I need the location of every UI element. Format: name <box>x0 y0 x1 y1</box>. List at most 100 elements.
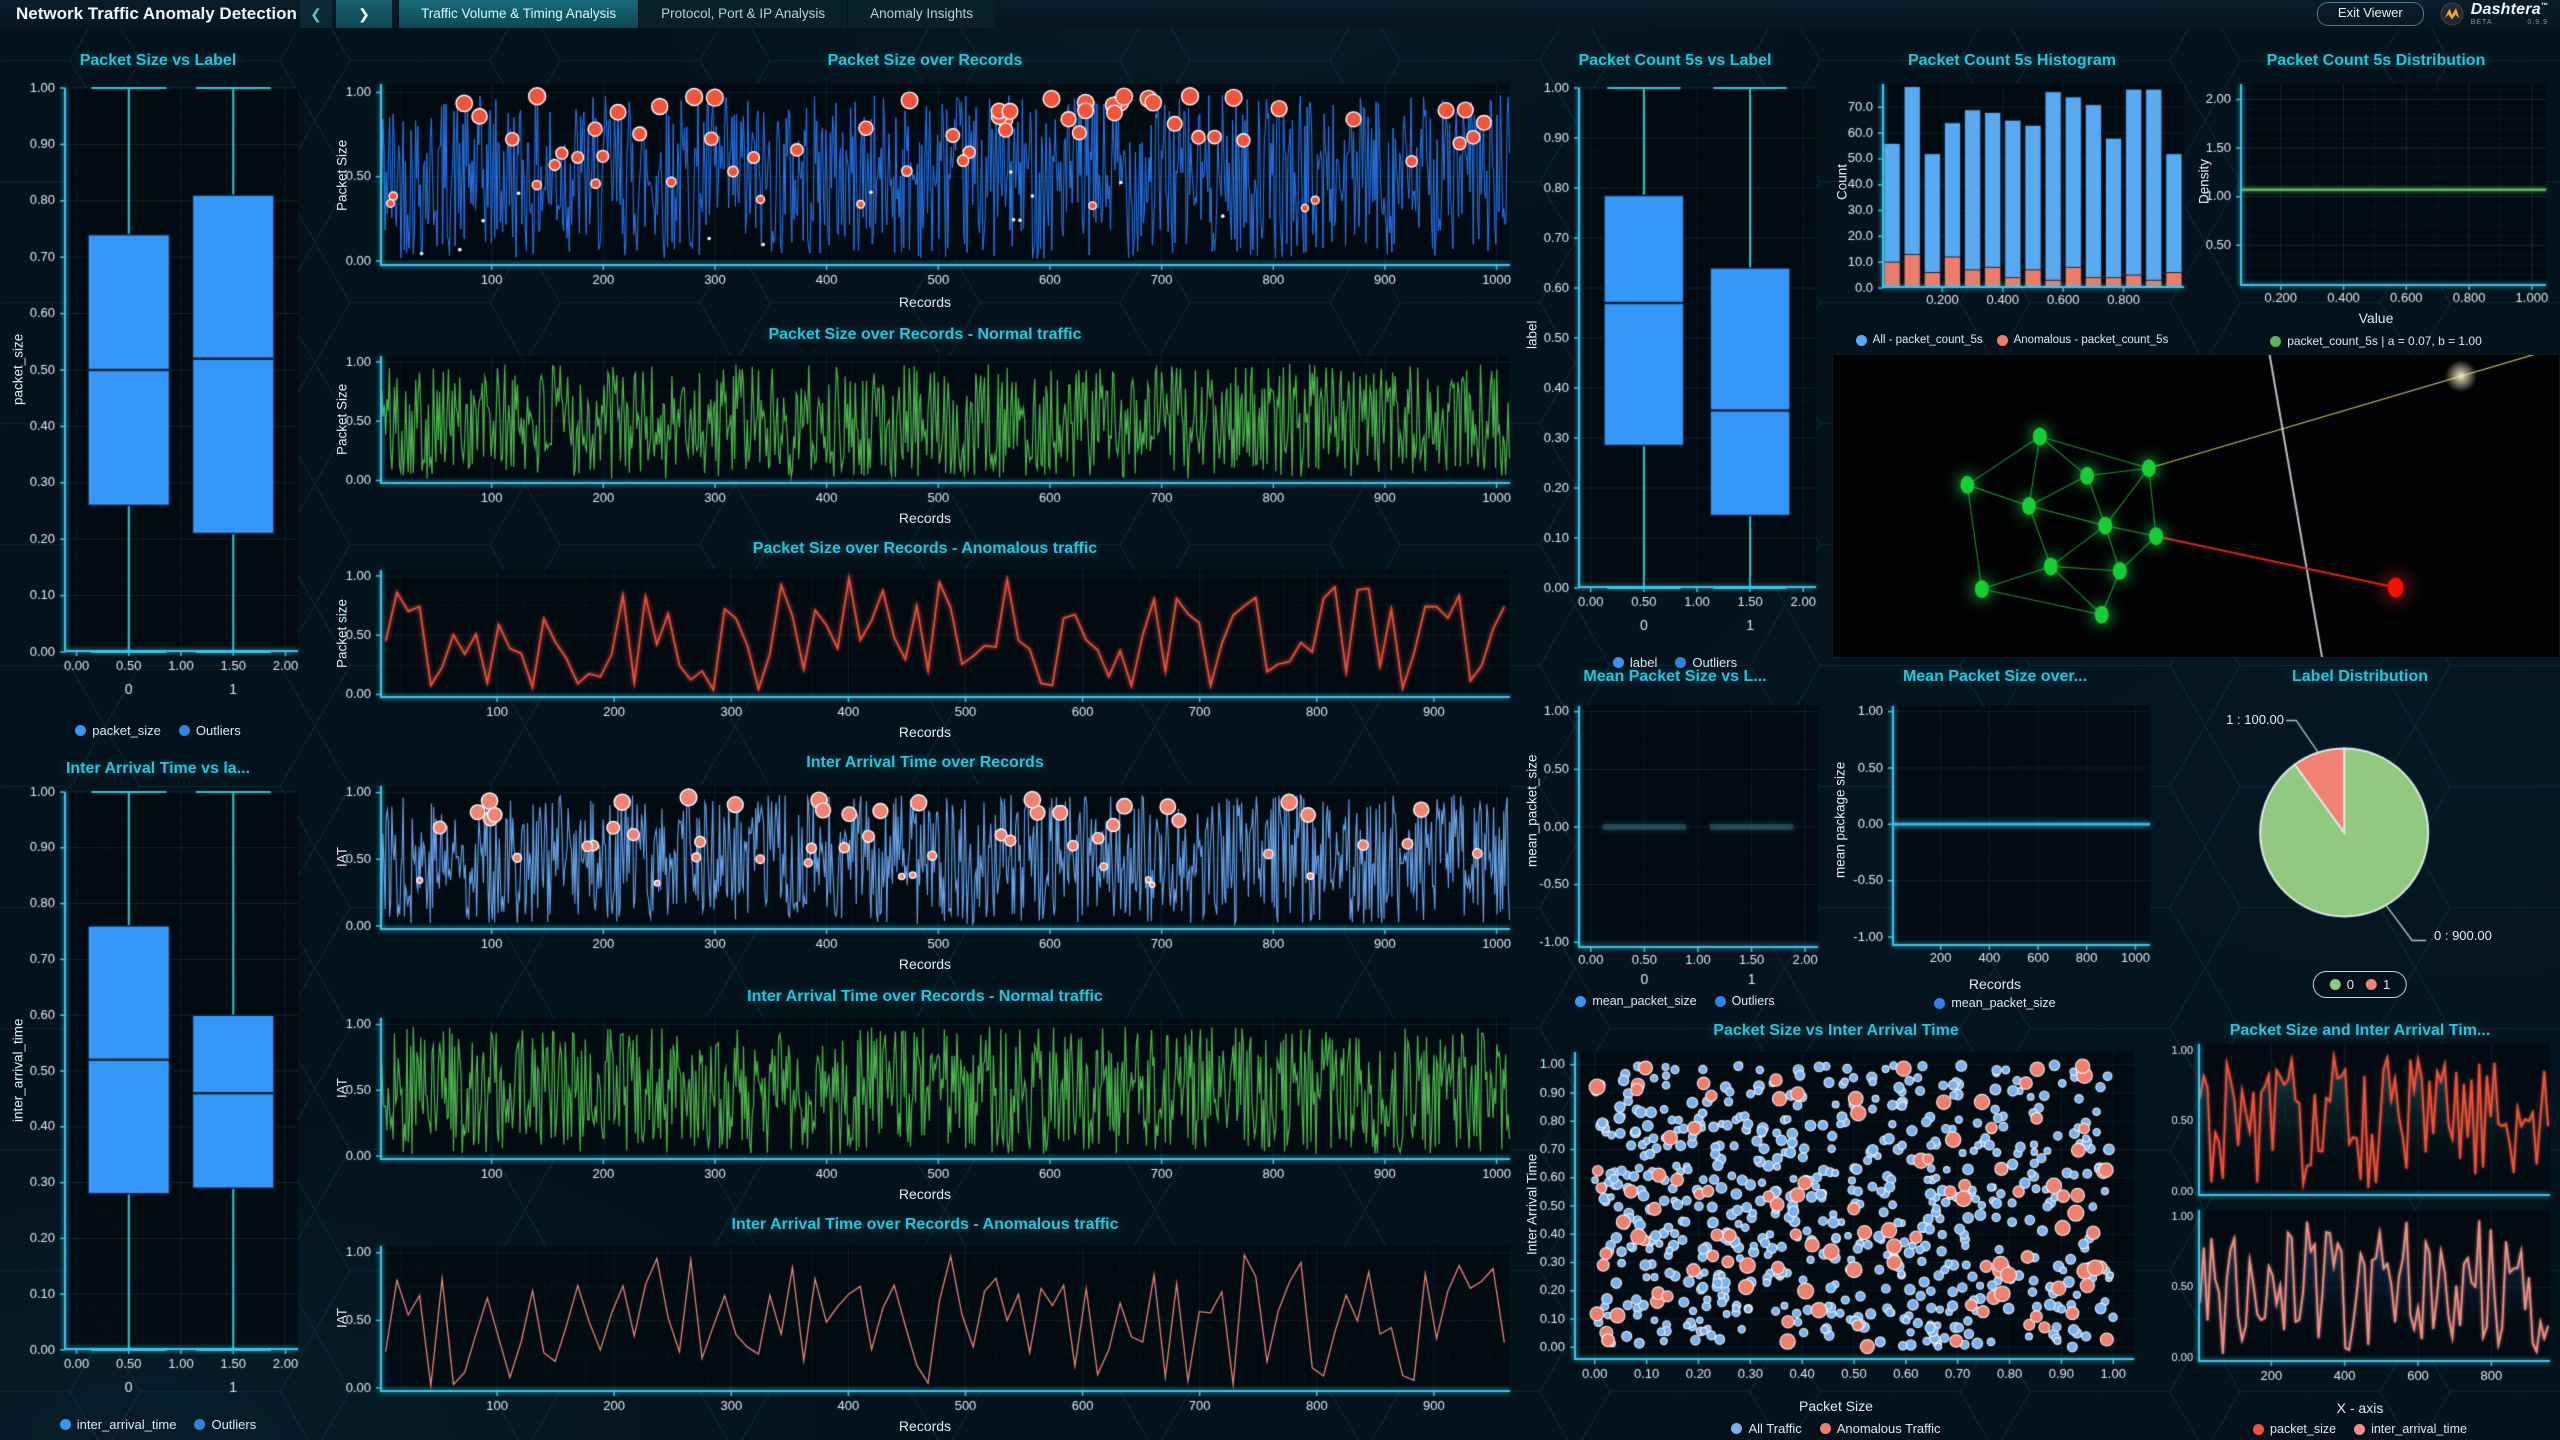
legend-label: Anomalous - packet_count_5s <box>2013 334 2169 346</box>
packet-size-vs-label-boxplot <box>8 44 308 744</box>
panel-packet-count-5s-histogram: Packet Count 5s Histogram Count All - pa… <box>1832 44 2192 350</box>
panel-packet-count-5s-distribution: Packet Count 5s Distribution Density Val… <box>2194 44 2558 350</box>
legend-item[interactable]: Anomalous - packet_count_5s <box>1996 334 2169 346</box>
brand: Dashtera™ BETA 0.9.9 <box>2424 0 2560 28</box>
legend: All Traffic Anomalous Traffic <box>1522 1421 2150 1436</box>
panel-inter-arrival-time-vs-label: Inter Arrival Time vs la... inter_arriva… <box>8 752 308 1438</box>
iat-over-records-line <box>332 746 1518 978</box>
pie-annotation-label-1: 1 : 100.00 <box>2226 712 2284 727</box>
legend-item[interactable]: mean_packet_size <box>1575 994 1697 1008</box>
x-axis-label: Records <box>898 1418 952 1434</box>
nav-prev-button[interactable]: ❮ <box>300 0 332 28</box>
legend-dot-icon <box>2354 1423 2366 1435</box>
legend-item[interactable]: All - packet_count_5s <box>1855 334 1983 346</box>
packet-size-normal-traffic-line <box>332 318 1518 530</box>
legend-item[interactable]: 1 <box>2366 977 2390 992</box>
pie-annotation-label-0: 0 : 900.00 <box>2434 928 2492 943</box>
legend-label: packet_size <box>92 723 161 738</box>
brand-version: BETA 0.9.9 <box>2470 18 2548 26</box>
legend-item[interactable]: packet_size <box>2253 1422 2336 1436</box>
panel-packet-size-vs-iat-scatter: Packet Size vs Inter Arrival Time Inter … <box>1522 1014 2150 1438</box>
legend: packet_size inter_arrival_time <box>2162 1422 2558 1436</box>
legend-dot-icon <box>1731 1423 1743 1434</box>
legend-label: 0 <box>2346 977 2354 992</box>
legend-item[interactable]: 0 <box>2329 977 2354 992</box>
chevron-left-icon: ❮ <box>310 5 322 22</box>
legend-item[interactable]: Outliers <box>1714 994 1775 1008</box>
x-axis-label: Records <box>898 510 952 526</box>
mean-packet-size-line <box>1830 660 2160 1012</box>
legend-label: Outliers <box>211 1417 257 1432</box>
legend-item[interactable]: packet_size <box>75 723 161 738</box>
packet-count-5s-density <box>2194 44 2558 350</box>
packet-count-5s-histogram <box>1832 44 2192 350</box>
legend: All - packet_count_5s Anomalous - packet_… <box>1832 334 2192 346</box>
legend-label: 1 <box>2383 977 2391 992</box>
tab-anomaly-insights[interactable]: Anomaly Insights <box>847 0 995 28</box>
legend-dot-icon <box>2253 1423 2265 1435</box>
legend: mean_packet_size Outliers <box>1522 994 1828 1008</box>
legend-label: Anomalous Traffic <box>1836 1421 1941 1436</box>
packet-size-and-iat-dual-chart <box>2162 1014 2558 1438</box>
x-axis-label: Records <box>898 956 952 972</box>
legend-dot-icon <box>2366 979 2377 990</box>
legend-item[interactable]: inter_arrival_time <box>2354 1422 2467 1436</box>
legend-item[interactable]: packet_count_5s | a = 0.07, b = 1.00 <box>2270 334 2482 348</box>
tab-bar: Traffic Volume & Timing Analysis Protocol… <box>398 0 995 28</box>
legend-label: packet_size <box>2270 1422 2337 1436</box>
exit-viewer-button[interactable]: Exit Viewer <box>2316 2 2424 26</box>
tab-protocol-port-ip-analysis[interactable]: Protocol, Port & IP Analysis <box>638 0 848 28</box>
legend-item[interactable]: All Traffic <box>1731 1421 1802 1436</box>
panel-mean-packet-size-vs-label: Mean Packet Size vs L... mean_packet_siz… <box>1522 660 1828 1012</box>
app-title: Network Traffic Anomaly Detection <box>16 4 297 23</box>
legend: packet_size Outliers <box>8 723 308 738</box>
panel-iat-normal-traffic: Inter Arrival Time over Records - Normal… <box>332 980 1518 1206</box>
packet-size-over-records-line <box>332 44 1518 316</box>
panel-packet-count-5s-vs-label: Packet Count 5s vs Label label labelOutl… <box>1522 44 1828 676</box>
legend-dot-icon <box>194 1419 206 1430</box>
legend-label: All Traffic <box>1748 1421 1802 1436</box>
iat-anomalous-traffic-line <box>332 1208 1518 1438</box>
x-axis-label: Records <box>898 724 952 740</box>
iat-normal-traffic-line <box>332 980 1518 1206</box>
dashtera-logo-icon <box>2440 2 2464 26</box>
legend-item[interactable]: Anomalous Traffic <box>1819 1421 1941 1436</box>
panel-label-distribution: Label Distribution 1 : 100.00 0 : 900.00… <box>2162 660 2558 1012</box>
panel-network-graph <box>1832 354 2560 658</box>
legend-label: inter_arrival_time <box>76 1417 177 1432</box>
nav-next-button[interactable]: ❯ <box>336 0 392 28</box>
legend-label: All - packet_count_5s <box>1872 334 1983 346</box>
network-graph <box>1833 355 2559 657</box>
panel-iat-anomalous-traffic: Inter Arrival Time over Records - Anomal… <box>332 1208 1518 1438</box>
legend-label: packet_count_5s | a = 0.07, b = 1.00 <box>2287 334 2482 348</box>
inter-arrival-time-vs-label-boxplot <box>8 752 308 1438</box>
panel-packet-size-anomalous-traffic: Packet Size over Records - Anomalous tra… <box>332 532 1518 744</box>
tab-traffic-volume-timing-analysis[interactable]: Traffic Volume & Timing Analysis <box>398 0 639 28</box>
legend-dot-icon <box>1855 334 1867 346</box>
legend-dot-icon <box>1714 995 1726 1007</box>
legend: packet_count_5s | a = 0.07, b = 1.00 <box>2194 334 2558 348</box>
legend-dot-icon <box>178 725 190 736</box>
panel-packet-size-normal-traffic: Packet Size over Records - Normal traffi… <box>332 318 1518 530</box>
legend-dot-icon <box>75 725 87 736</box>
x-axis-label: Packet Size <box>1799 1398 1873 1414</box>
legend-label: inter_arrival_time <box>2371 1422 2467 1436</box>
brand-name: Dashtera™ <box>2470 0 2548 18</box>
legend-label: mean_packet_size <box>1951 996 2056 1010</box>
panel-packet-size-and-iat: Packet Size and Inter Arrival Tim... X -… <box>2162 1014 2558 1438</box>
packet-size-vs-iat-scatter <box>1522 1014 2150 1438</box>
panel-packet-size-vs-label: Packet Size vs Label packet_size packet_… <box>8 44 308 744</box>
legend-dot-icon <box>1934 997 1946 1009</box>
packet-size-anomalous-traffic-line <box>332 532 1518 744</box>
legend-item[interactable]: Outliers <box>178 723 241 738</box>
top-bar: Network Traffic Anomaly Detection ❮ ❯ Tr… <box>0 0 2560 28</box>
legend-dot-icon <box>1575 995 1587 1007</box>
panel-iat-over-records: Inter Arrival Time over Records IAT Reco… <box>332 746 1518 978</box>
x-axis-label: Records <box>898 294 952 310</box>
legend-item[interactable]: mean_packet_size <box>1934 996 2056 1010</box>
legend-item[interactable]: inter_arrival_time <box>59 1417 177 1432</box>
mean-packet-size-boxplot <box>1522 660 1828 1012</box>
x-axis-label: X - axis <box>2336 1400 2384 1416</box>
legend-item[interactable]: Outliers <box>194 1417 256 1432</box>
